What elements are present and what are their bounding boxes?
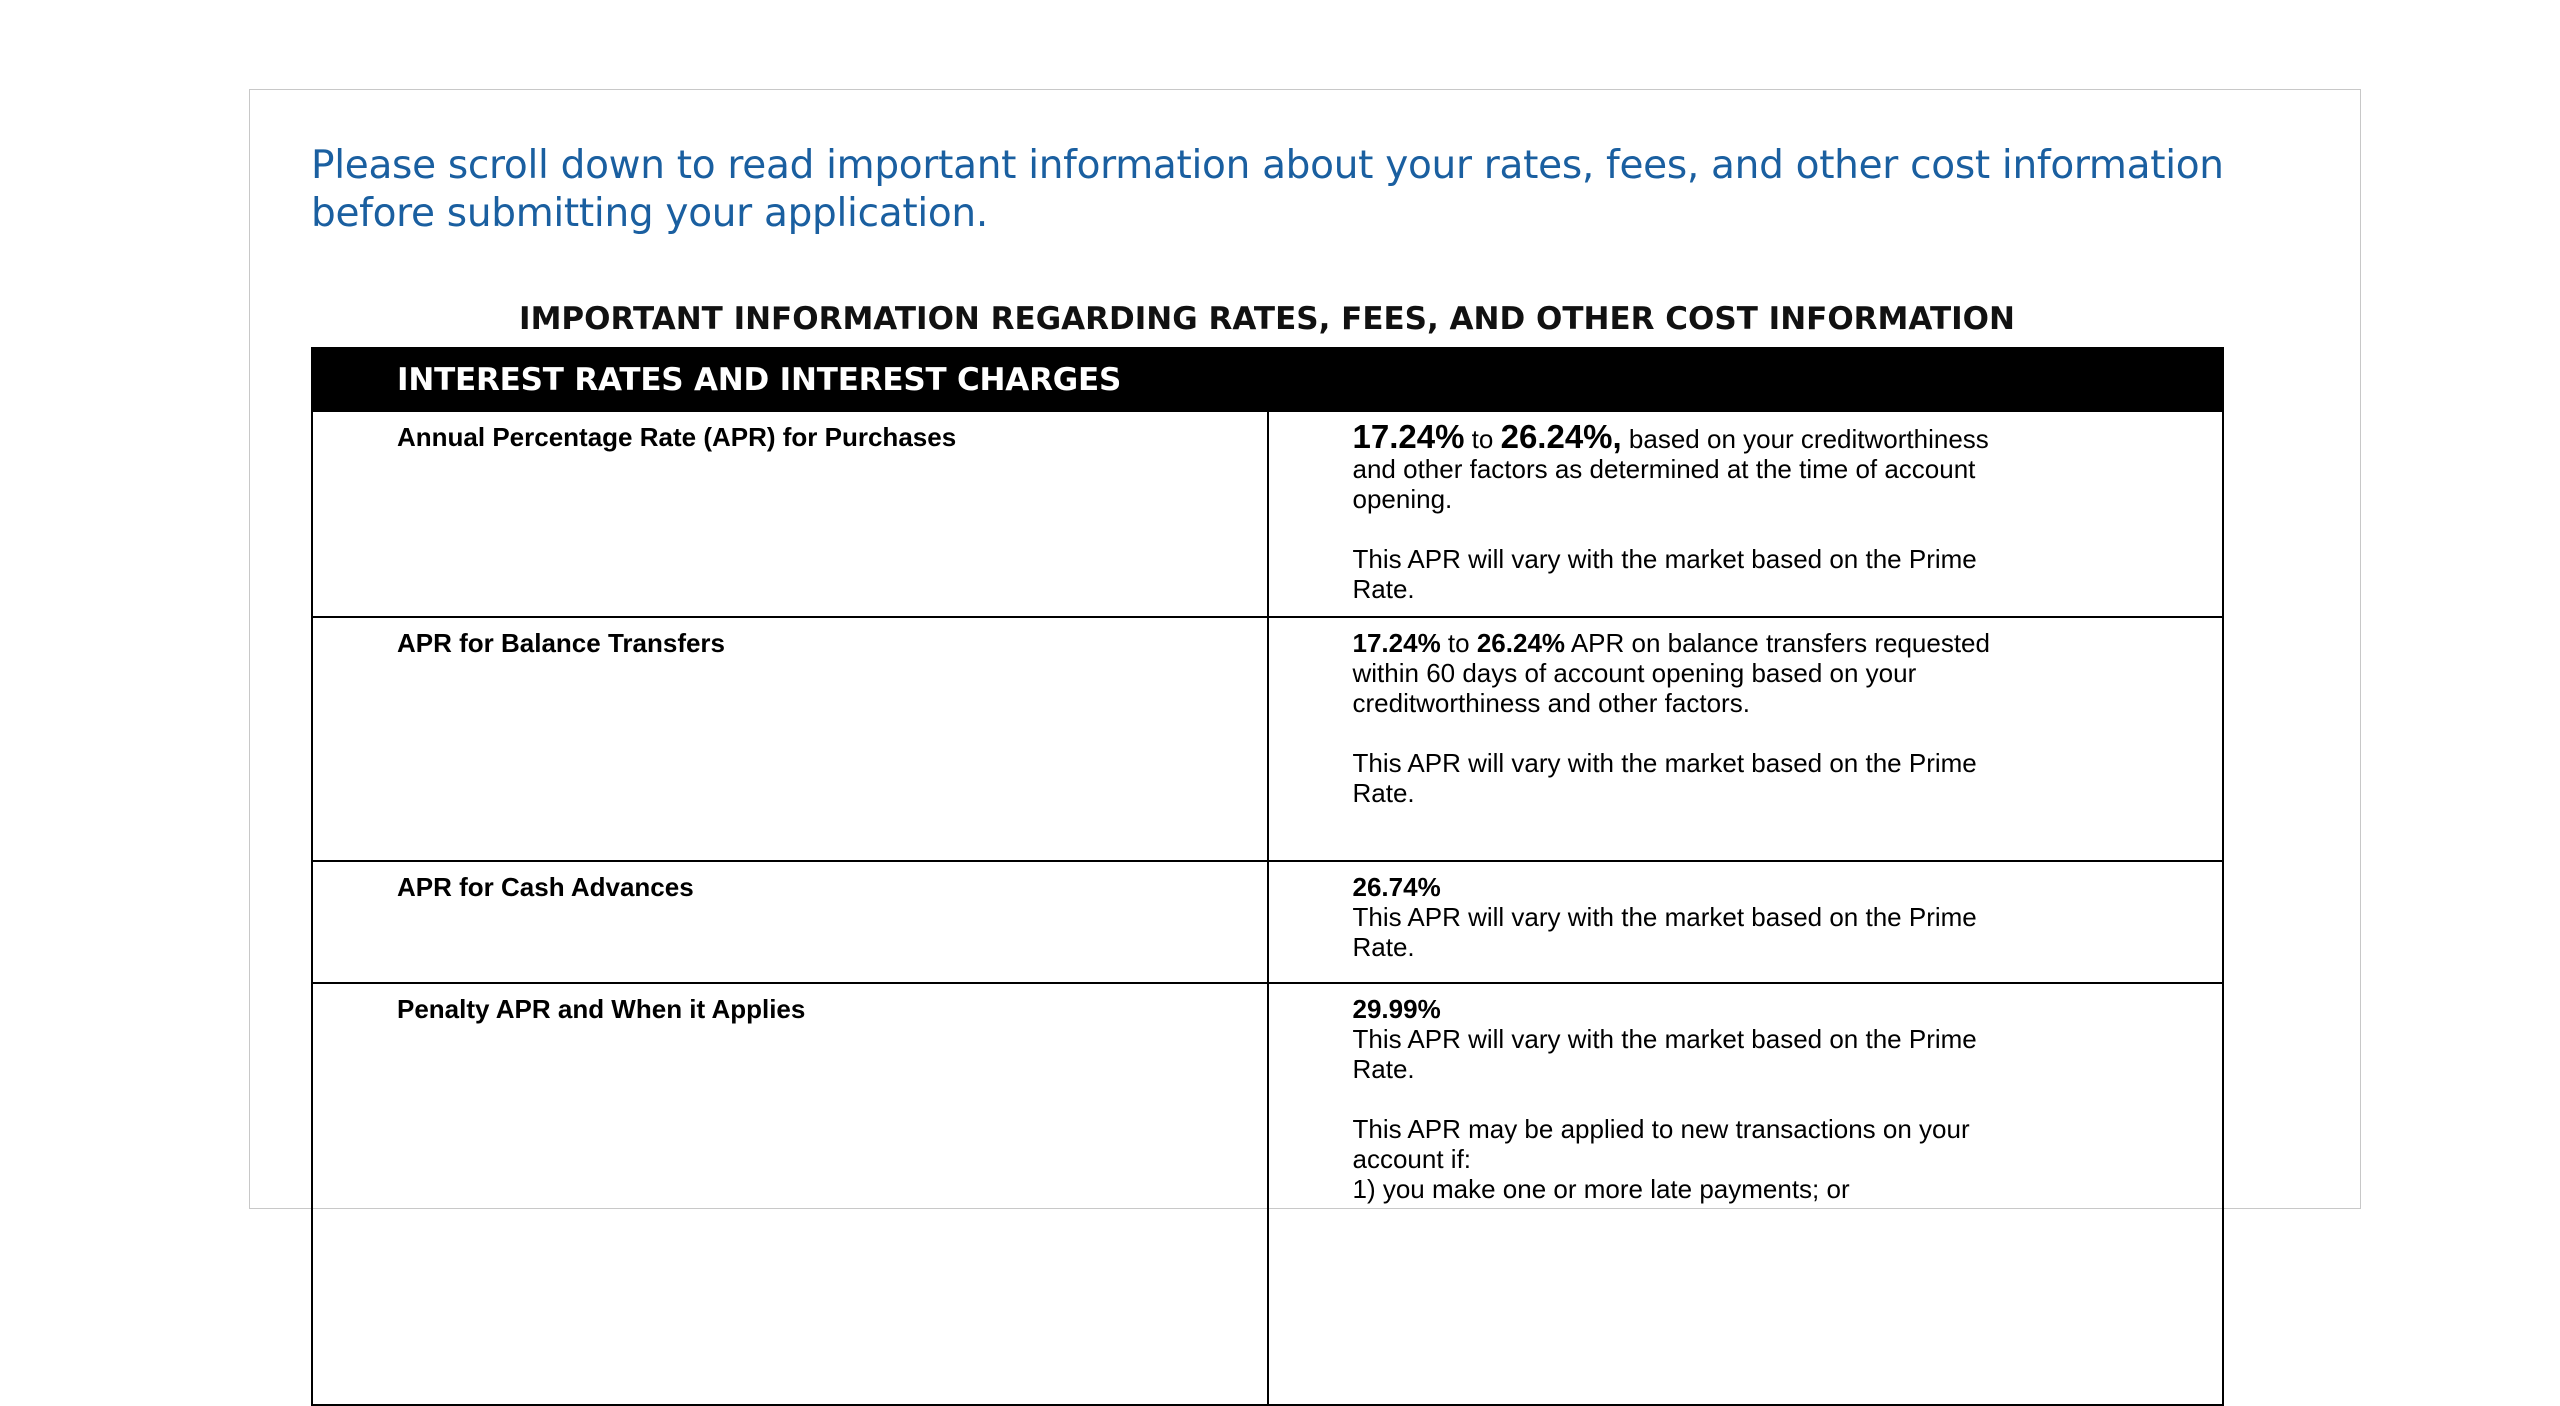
row-label: Annual Percentage Rate (APR) for Purchas… xyxy=(311,410,1269,618)
row-value: 29.99% This APR will vary with the marke… xyxy=(1266,982,2224,1406)
variable-rate-note: This APR will vary with the market based… xyxy=(1352,1024,1977,1084)
table-row: Penalty APR and When it Applies 29.99% T… xyxy=(311,982,2224,1406)
disclosure-card: Please scroll down to read important inf… xyxy=(249,89,2361,1406)
disclosure-title: IMPORTANT INFORMATION REGARDING RATES, F… xyxy=(519,301,2015,337)
rate-low: 17.24% xyxy=(1352,628,1441,658)
rate-description: based on your creditworthiness and other… xyxy=(1352,424,1989,514)
rate-to: to xyxy=(1471,424,1494,454)
variable-rate-note: This APR will vary with the market based… xyxy=(1352,902,1977,962)
rate-to: to xyxy=(1447,628,1470,658)
penalty-condition-1: 1) you make one or more late payments; o… xyxy=(1352,1174,1850,1204)
row-label: APR for Cash Advances xyxy=(311,860,1269,984)
table-row: APR for Balance Transfers 17.24% to 26.2… xyxy=(311,616,2224,862)
rate-text: 17.24% to 26.24% APR on balance transfer… xyxy=(1353,628,1993,718)
rate-value: 26.74% xyxy=(1352,872,1441,902)
row-value: 17.24% to 26.24%, based on your creditwo… xyxy=(1266,410,2224,618)
rate-high: 26.24%, xyxy=(1500,418,1622,455)
rates-table: INTEREST RATES AND INTEREST CHARGES Annu… xyxy=(311,347,2224,1406)
variable-rate-note: This APR will vary with the market based… xyxy=(1352,544,1977,604)
section-header-row: INTEREST RATES AND INTEREST CHARGES xyxy=(311,347,2224,412)
row-value: 17.24% to 26.24% APR on balance transfer… xyxy=(1266,616,2224,862)
rate-value: 29.99% xyxy=(1352,994,1441,1024)
table-row: Annual Percentage Rate (APR) for Purchas… xyxy=(311,410,2224,618)
table-row: APR for Cash Advances 26.74% This APR wi… xyxy=(311,860,2224,984)
section-header: INTEREST RATES AND INTEREST CHARGES xyxy=(311,347,2224,412)
rate-high: 26.24% xyxy=(1476,628,1566,658)
variable-rate-note: This APR will vary with the market based… xyxy=(1352,748,1977,808)
scroll-notice: Please scroll down to read important inf… xyxy=(311,143,2224,236)
rate-low: 17.24% xyxy=(1352,418,1465,455)
rate-description: APR on balance transfers requested withi… xyxy=(1352,628,1990,718)
row-value: 26.74% This APR will vary with the marke… xyxy=(1266,860,2224,984)
row-label: APR for Balance Transfers xyxy=(311,616,1269,862)
penalty-applies-text: This APR may be applied to new transacti… xyxy=(1352,1114,1970,1174)
rate-text: 17.24% to 26.24%, based on your creditwo… xyxy=(1352,420,1993,514)
row-label: Penalty APR and When it Applies xyxy=(311,982,1269,1406)
